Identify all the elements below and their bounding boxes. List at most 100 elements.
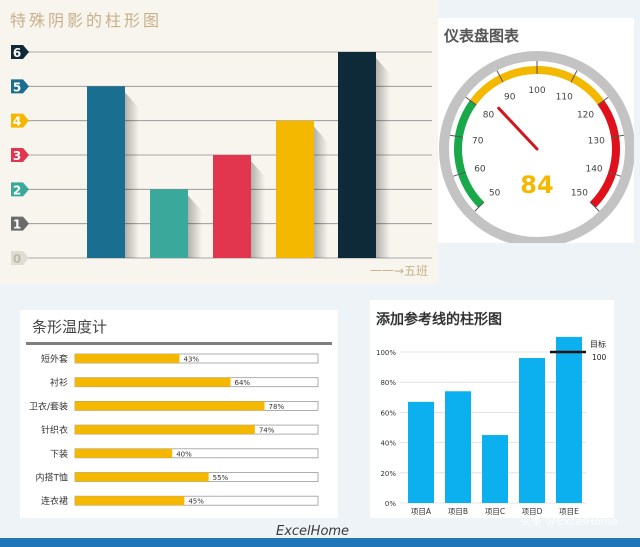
gauge-tick-label: 110	[556, 93, 573, 103]
thermometer-fill	[75, 425, 255, 435]
gauge-tick-label: 90	[504, 93, 516, 103]
x-tick-label: 项目B	[448, 507, 468, 516]
thermometer-bar-chart: 条形温度计 短外套 43% 衬衫 64% 卫衣/套装 78% 针织衣 74% 下装 40% 内搭T恤…	[26, 318, 332, 507]
bar-五班	[338, 52, 376, 258]
value-label: 78%	[269, 403, 285, 411]
reference-value-label: 100	[592, 353, 607, 362]
x-tick-label: 项目A	[411, 507, 432, 516]
bar-项目D	[519, 358, 545, 503]
category-label: 下装	[50, 448, 68, 460]
gauge-tick	[453, 171, 466, 177]
y-tick-label: 4	[13, 115, 21, 129]
chart-title: 条形温度计	[32, 318, 107, 336]
chart-title: 特殊阴影的柱形图	[10, 11, 162, 30]
reference-label: 目标	[590, 339, 606, 349]
bar-项目E	[556, 336, 582, 503]
thermometer-bar-panel: 条形温度计 短外套 43% 衬衫 64% 卫衣/套装 78% 针织衣 74% 下装 40% 内搭T恤…	[20, 310, 338, 518]
gauge-tick-label: 140	[585, 165, 602, 175]
gauge-tick	[474, 201, 485, 212]
y-tick-label: 80%	[380, 379, 396, 387]
y-tick-marker	[11, 113, 29, 128]
category-label: 针织衣	[41, 424, 68, 436]
gauge-chart-panel: 仪表盘图表 50 60 70 80 90 100 110 120 130 140 150 84	[438, 18, 635, 247]
y-tick-label: 6	[13, 46, 21, 60]
bar-shadow	[251, 161, 265, 258]
title-underline	[26, 342, 332, 345]
y-tick-label: 60%	[380, 409, 396, 417]
y-tick-marker	[11, 216, 29, 231]
gauge-tick	[496, 70, 504, 83]
bar-四班	[276, 120, 314, 259]
watermark-text: 头条 @ExcelHome	[520, 515, 619, 528]
gauge-tick	[610, 134, 624, 138]
gauge-tick-label: 120	[577, 111, 594, 121]
gauge-tick-label: 50	[489, 188, 501, 198]
category-label: 短外套	[41, 353, 68, 365]
bar-shadow	[125, 92, 139, 258]
category-label: 连衣裙	[41, 495, 68, 507]
gauge-tick-label: 60	[474, 165, 486, 175]
y-tick-label: 0%	[385, 500, 396, 508]
gauge-tick	[465, 96, 477, 106]
y-tick-marker	[11, 148, 29, 162]
x-tick-label: 项目C	[485, 507, 505, 516]
bar-shadow	[376, 58, 390, 258]
gauge-outer-ring	[439, 51, 635, 247]
y-tick-label: 100%	[376, 349, 396, 357]
category-label: 内搭T恤	[36, 472, 69, 484]
gauge-tick	[597, 96, 609, 106]
shadow-column-chart: 特殊阴影的柱形图 0 1 2 3 4 5 6 一一→五班	[10, 11, 432, 278]
y-tick-label: 1	[13, 218, 21, 232]
y-tick-marker	[11, 182, 29, 197]
gauge-band	[454, 100, 485, 208]
gauge-tick-label: 70	[472, 137, 484, 147]
y-tick-marker	[11, 251, 29, 265]
gauge-tick	[589, 201, 600, 212]
category-label: 卫衣/套装	[29, 400, 68, 412]
x-axis-label: 一一→五班	[370, 264, 428, 278]
value-label: 55%	[213, 474, 229, 482]
bar-二班	[150, 189, 188, 258]
y-tick-label: 3	[13, 149, 21, 163]
y-tick-label: 20%	[380, 470, 396, 478]
chart-title: 添加参考线的柱形图	[376, 311, 502, 328]
reference-line-chart-panel: 添加参考线的柱形图 0% 20% 40% 60% 80% 100% 项目A 项目B 项目C 项目…	[370, 300, 614, 518]
thermometer-fill	[75, 472, 209, 482]
y-tick-marker	[11, 45, 29, 59]
gauge-tick-label: 130	[588, 137, 605, 147]
y-tick-label: 5	[13, 80, 21, 94]
value-label: 40%	[176, 450, 192, 458]
bar-一班	[87, 86, 125, 258]
y-tick-label: 40%	[380, 440, 396, 448]
thermometer-fill	[75, 448, 173, 458]
x-tick-label: 项目D	[522, 507, 543, 516]
bar-shadow	[314, 126, 328, 259]
gauge-tick-label: 100	[528, 86, 545, 96]
gauge-tick	[570, 70, 578, 83]
gauge-value-label: 84	[520, 171, 553, 199]
bar-项目C	[482, 435, 508, 503]
gauge-chart: 仪表盘图表 50 60 70 80 90 100 110 120 130 140 150 84	[439, 27, 635, 247]
bottom-accent-bar	[0, 538, 640, 547]
gauge-tick	[450, 134, 464, 138]
category-label: 衬衫	[50, 377, 68, 389]
thermometer-fill	[75, 496, 185, 506]
footer-brand: ExcelHome	[276, 524, 350, 539]
thermometer-fill	[75, 377, 231, 387]
value-label: 45%	[188, 498, 204, 506]
value-label: 64%	[235, 379, 251, 387]
gauge-needle	[497, 106, 539, 151]
gauge-tick	[608, 171, 621, 177]
gauge-tick-label: 150	[571, 188, 588, 198]
reference-line-chart: 添加参考线的柱形图 0% 20% 40% 60% 80% 100% 项目A 项目B 项目C 项目…	[376, 311, 607, 516]
bar-shadow	[188, 195, 202, 258]
chart-title: 仪表盘图表	[443, 27, 520, 45]
gauge-tick-label: 80	[483, 111, 495, 121]
gauge-band	[589, 100, 620, 208]
shadow-column-chart-panel: 特殊阴影的柱形图 0 1 2 3 4 5 6 一一→五班	[0, 0, 438, 284]
y-tick-label: 0	[13, 252, 21, 266]
y-tick-label: 2	[13, 183, 21, 197]
thermometer-fill	[75, 354, 180, 363]
bar-项目A	[408, 401, 434, 503]
bar-三班	[213, 155, 251, 258]
